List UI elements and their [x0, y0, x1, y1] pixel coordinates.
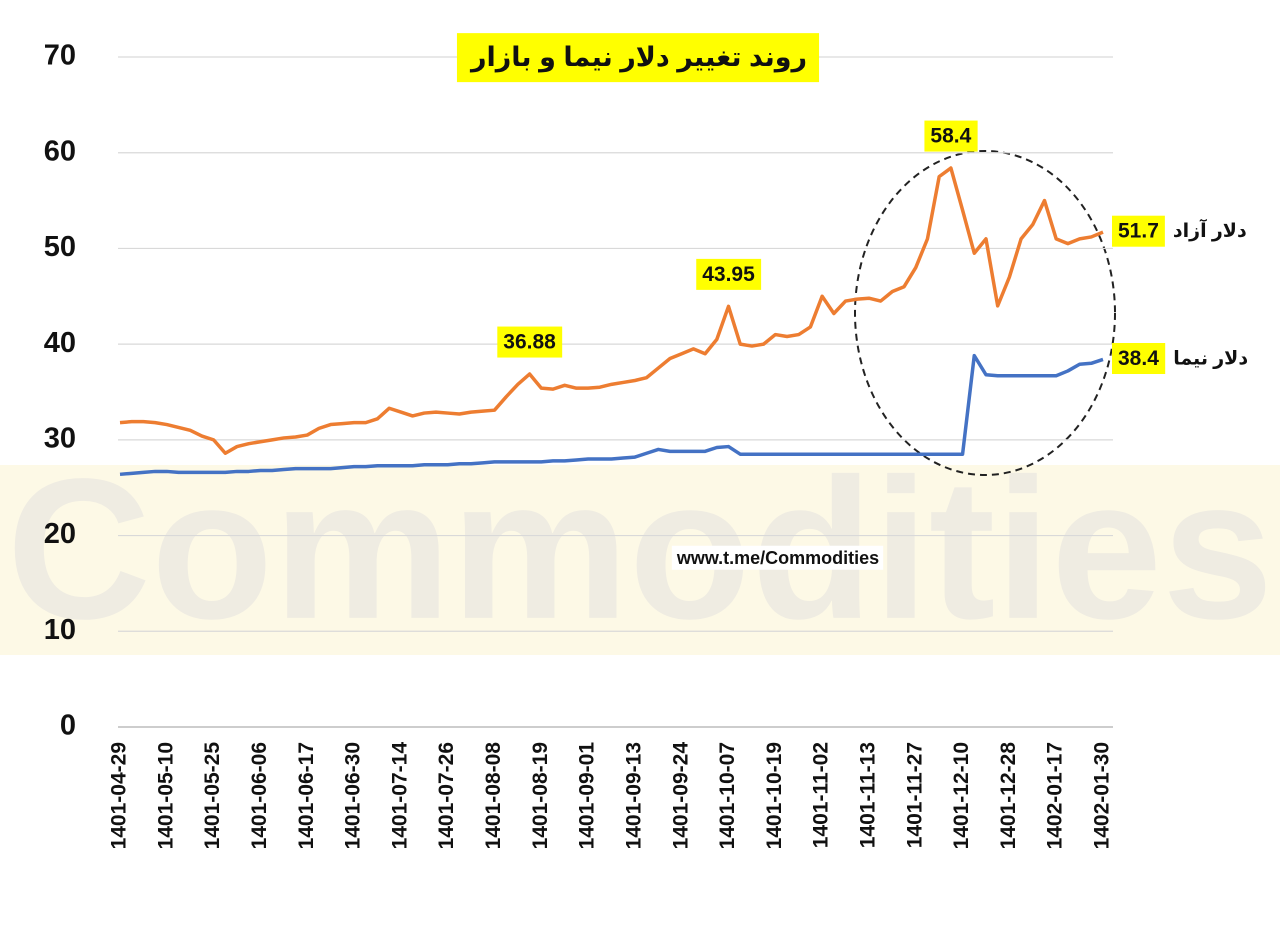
x-tick-label: 1401-07-26	[435, 742, 458, 849]
plot: 36.88 43.95 58.4 38.4 دلار نیما 51.7 دلار آزاد	[119, 120, 1248, 477]
x-tick-label: 1401-09-13	[622, 742, 645, 849]
x-tick-label: 1401-04-29	[108, 742, 131, 849]
title-background	[456, 33, 820, 83]
y-tick-label: 10	[44, 614, 76, 646]
source-text: www.t.me/Commodities	[676, 548, 879, 568]
value-label: 38.4	[1118, 347, 1159, 370]
x-tick-label: 1401-06-06	[248, 742, 271, 849]
source-background	[671, 545, 884, 570]
value-label: 51.7	[1118, 220, 1159, 243]
series-label: دلار آزاد	[1173, 218, 1247, 242]
x-tick-label: 1401-05-10	[154, 742, 177, 849]
x-tick-label: 1402-01-30	[1091, 742, 1114, 849]
series-label: دلار نیما	[1173, 348, 1248, 369]
chart-title: روند تغییر دلار نیما و بازار	[469, 42, 807, 73]
x-tick-label: 1401-11-02	[810, 742, 833, 848]
x-tick-label: 1401-10-07	[716, 742, 739, 849]
value-label-background	[696, 258, 762, 290]
x-tick-label: 1402-01-17	[1044, 742, 1067, 849]
x-tick-label: 1401-12-28	[997, 742, 1020, 850]
y-tick-label: 20	[44, 518, 76, 550]
value-label: 43.95	[702, 263, 755, 286]
x-tick-label: 1401-06-17	[295, 742, 318, 849]
x-tick-label: 1401-07-14	[388, 742, 411, 850]
y-tick-label: 50	[44, 231, 76, 263]
y-tick-label: 0	[60, 710, 76, 742]
x-tick-label: 1401-09-01	[576, 742, 599, 850]
y-tick-label: 40	[44, 327, 76, 359]
y-tick-label: 60	[44, 135, 76, 167]
series-line	[119, 353, 1104, 477]
grid: 0 10 20 30 40 50 60 70 1401-04-29 1401-05-10 1401-…	[44, 40, 1114, 850]
series-line	[119, 166, 1104, 456]
x-tick-label: 1401-11-13	[856, 742, 879, 848]
x-tick-label: 1401-09-24	[669, 742, 692, 850]
x-tick-label: 1401-12-10	[950, 742, 973, 849]
value-label-background	[497, 326, 563, 358]
value-label: 58.4	[930, 125, 971, 148]
value-label-background	[1112, 215, 1165, 247]
value-label-background	[924, 120, 978, 152]
x-tick-label: 1401-10-19	[763, 742, 786, 849]
value-label-background	[1112, 343, 1166, 375]
y-tick-label: 70	[44, 40, 76, 72]
x-tick-label: 1401-06-30	[342, 742, 365, 849]
x-tick-label: 1401-08-19	[529, 742, 552, 849]
y-tick-label: 30	[44, 423, 76, 455]
x-tick-label: 1401-11-27	[903, 742, 926, 848]
watermark: Commodities	[7, 438, 1274, 661]
value-label: 36.88	[503, 331, 556, 354]
watermark-band	[0, 465, 1280, 655]
x-tick-label: 1401-05-25	[201, 742, 224, 850]
x-tick-label: 1401-08-08	[482, 742, 505, 850]
highlight-ellipse	[854, 150, 1116, 476]
